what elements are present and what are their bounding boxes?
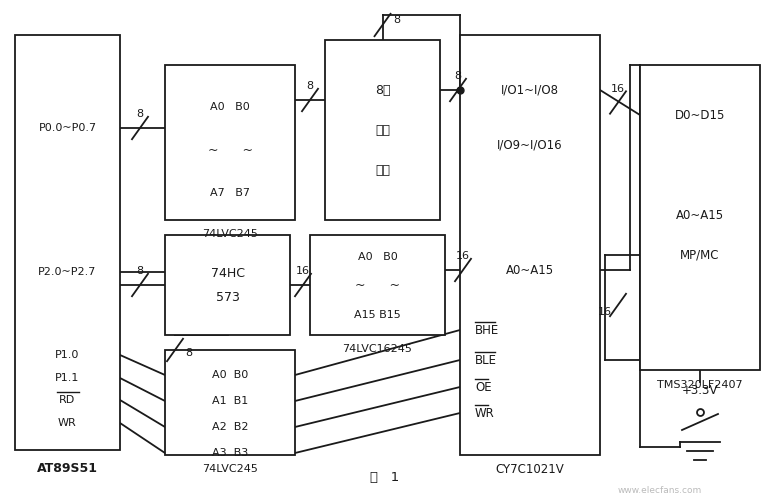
Text: RD: RD	[59, 395, 76, 405]
Text: A2  B2: A2 B2	[212, 422, 248, 432]
Text: P2.0~P2.7: P2.0~P2.7	[39, 267, 96, 277]
Text: +3.3V: +3.3V	[682, 383, 719, 396]
Text: 16: 16	[598, 307, 612, 317]
Bar	[15, 35, 120, 450]
Text: 8位: 8位	[375, 84, 390, 97]
Bar	[310, 235, 445, 335]
Text: I/O9~I/O16: I/O9~I/O16	[497, 138, 563, 151]
Text: 8: 8	[454, 71, 462, 81]
Text: A0   B0: A0 B0	[358, 252, 397, 262]
Text: 8: 8	[306, 81, 314, 91]
Text: A0  B0: A0 B0	[212, 370, 248, 380]
Text: ~      ~: ~ ~	[207, 143, 252, 156]
Text: A1  B1: A1 B1	[212, 396, 248, 406]
Text: BHE: BHE	[475, 324, 500, 337]
Text: 8: 8	[136, 109, 143, 119]
Bar	[460, 35, 600, 455]
Text: 8: 8	[186, 348, 193, 358]
Text: A7   B7: A7 B7	[210, 188, 250, 198]
Text: 8: 8	[393, 15, 400, 25]
Text: 16: 16	[611, 84, 625, 94]
Text: 图   1: 图 1	[370, 471, 399, 484]
Text: P1.0: P1.0	[56, 350, 79, 360]
Text: CY7C1021V: CY7C1021V	[496, 463, 564, 476]
Text: 74LVC16245: 74LVC16245	[342, 344, 412, 354]
Bar	[640, 65, 760, 370]
Text: A0   B0: A0 B0	[210, 102, 250, 112]
Bar	[165, 235, 290, 335]
Text: 573: 573	[216, 290, 240, 303]
Text: 16: 16	[456, 251, 470, 261]
Text: 开关: 开关	[375, 163, 390, 176]
Text: A0~A15: A0~A15	[676, 209, 724, 222]
Text: 74LVC245: 74LVC245	[202, 464, 258, 474]
Text: P1.1: P1.1	[56, 373, 79, 383]
Text: A0~A15: A0~A15	[506, 263, 554, 276]
Text: AT89S51: AT89S51	[37, 462, 98, 475]
Text: BLE: BLE	[475, 354, 497, 367]
Bar	[165, 65, 295, 220]
Text: WR: WR	[475, 406, 495, 419]
Text: A3  B3: A3 B3	[212, 448, 248, 458]
Text: ~      ~: ~ ~	[355, 278, 400, 291]
Text: TMS320LF2407: TMS320LF2407	[657, 380, 742, 390]
Bar	[165, 350, 295, 455]
Text: www.elecfans.com: www.elecfans.com	[618, 486, 702, 495]
Text: 拨码: 拨码	[375, 124, 390, 136]
Text: MP/MC: MP/MC	[680, 249, 720, 261]
Text: WR: WR	[58, 418, 77, 428]
Text: OE: OE	[475, 380, 492, 393]
Text: P0.0~P0.7: P0.0~P0.7	[39, 123, 96, 133]
Text: 8: 8	[136, 266, 143, 276]
Text: 16: 16	[296, 266, 310, 276]
Text: 74LVC245: 74LVC245	[202, 229, 258, 239]
Bar	[325, 40, 440, 220]
Text: A15 B15: A15 B15	[354, 310, 401, 320]
Text: 74HC: 74HC	[210, 266, 244, 279]
Text: D0~D15: D0~D15	[675, 109, 726, 122]
Text: I/O1~I/O8: I/O1~I/O8	[501, 84, 559, 97]
